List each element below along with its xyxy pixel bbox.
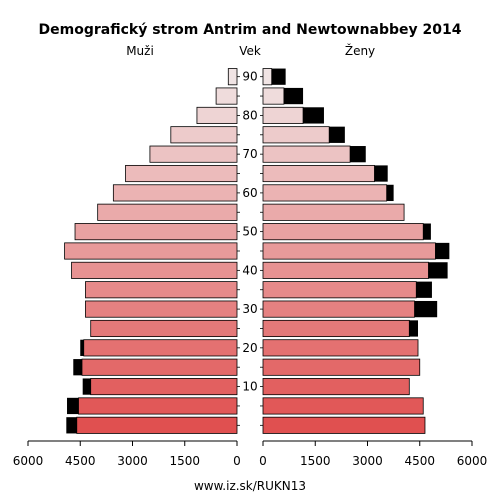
age-tick-label: 10	[242, 380, 257, 394]
x-tick-label: 4500	[404, 454, 435, 468]
x-tick-label: 0	[259, 454, 267, 468]
female-bar-90+	[262, 68, 273, 86]
age-tick-label: 20	[242, 341, 257, 355]
female-bar-75-79	[262, 126, 330, 144]
female-bar-85-89	[262, 87, 285, 105]
center-axis-label: Vek	[239, 44, 261, 58]
male-bar-25-29	[90, 319, 238, 338]
age-tick-label: 70	[242, 147, 257, 161]
age-tick-label: 90	[242, 70, 257, 84]
female-bar-45-49	[262, 242, 436, 260]
female-excess-35-39	[416, 281, 432, 298]
male-bar-70-74	[149, 145, 238, 163]
x-tick-label: 0	[233, 454, 241, 468]
male-bar-35-39	[85, 281, 238, 299]
male-excess-20-24	[80, 339, 84, 356]
male-bar-45-49	[64, 242, 238, 260]
male-bar-15-19	[81, 358, 238, 376]
male-bar-90+	[227, 68, 238, 86]
x-tick-label: 4500	[65, 454, 96, 468]
age-axis: 10 20 30 40 50 60 70 80 90	[237, 70, 263, 426]
x-tick-label: 6000	[457, 454, 488, 468]
female-bar-60-64	[262, 184, 388, 202]
male-excess-10-14	[82, 378, 91, 395]
female-bar-55-59	[262, 203, 405, 221]
male-x-axis: 0 1500 3000 4500 6000	[13, 440, 241, 468]
female-bar-0-4	[262, 416, 426, 434]
age-tick-label: 40	[242, 263, 257, 277]
female-excess-75-79	[329, 126, 345, 143]
female-bar-50-54	[262, 223, 424, 241]
female-bar-15-19	[262, 358, 421, 376]
female-excess-40-44	[428, 262, 448, 279]
x-tick-label: 6000	[13, 454, 44, 468]
male-bar-50-54	[74, 223, 238, 241]
female-bar-80-84	[262, 106, 304, 124]
female-excess-60-64	[386, 184, 394, 202]
female-excess-80-84	[303, 107, 324, 124]
male-bar-30-34	[85, 300, 238, 318]
female-bar-30-34	[262, 300, 415, 318]
female-bar-5-9	[262, 397, 424, 415]
male-excess-5-9	[67, 397, 79, 415]
female-bar-20-24	[262, 339, 419, 357]
female-bars	[262, 68, 450, 434]
female-excess-25-29	[409, 320, 419, 337]
male-bar-55-59	[97, 203, 238, 221]
male-bar-20-24	[83, 339, 238, 357]
female-excess-30-34	[414, 300, 438, 318]
male-bar-5-9	[78, 397, 238, 415]
male-bars	[64, 68, 238, 434]
male-bar-60-64	[112, 184, 238, 202]
male-bar-65-69	[125, 164, 238, 183]
x-tick-label: 3000	[117, 454, 148, 468]
male-excess-15-19	[73, 359, 82, 376]
male-bar-75-79	[170, 126, 238, 144]
female-bar-35-39	[262, 281, 417, 299]
left-side-label: Muži	[126, 44, 154, 58]
age-tick-label: 60	[242, 186, 257, 200]
female-excess-50-54	[423, 223, 431, 240]
age-tick-label: 30	[242, 302, 257, 316]
footer-url: www.iz.sk/RUKN13	[194, 479, 306, 493]
female-excess-90+	[271, 68, 286, 85]
right-side-label: Ženy	[345, 43, 375, 58]
female-excess-65-69	[374, 165, 388, 182]
female-bar-65-69	[262, 164, 375, 183]
x-tick-label: 1500	[300, 454, 331, 468]
female-excess-45-49	[435, 242, 450, 260]
male-bar-85-89	[215, 87, 238, 105]
chart-title: Demografický strom Antrim and Newtownabb…	[39, 22, 462, 38]
male-bar-10-14	[90, 378, 238, 396]
female-excess-70-74	[350, 146, 366, 163]
male-bar-40-44	[71, 261, 238, 279]
age-tick-label: 80	[242, 108, 257, 122]
age-tick-label: 50	[242, 225, 257, 239]
female-bar-40-44	[262, 261, 429, 279]
female-x-axis: 0 1500 3000 4500 6000	[259, 440, 488, 468]
female-excess-85-89	[283, 87, 304, 105]
female-bar-70-74	[262, 145, 351, 163]
female-bar-10-14	[262, 378, 410, 396]
male-bar-80-84	[196, 106, 238, 124]
x-tick-label: 1500	[169, 454, 200, 468]
x-tick-label: 3000	[352, 454, 383, 468]
male-bar-0-4	[76, 416, 238, 434]
female-bar-25-29	[262, 319, 410, 338]
male-excess-0-4	[66, 417, 77, 434]
